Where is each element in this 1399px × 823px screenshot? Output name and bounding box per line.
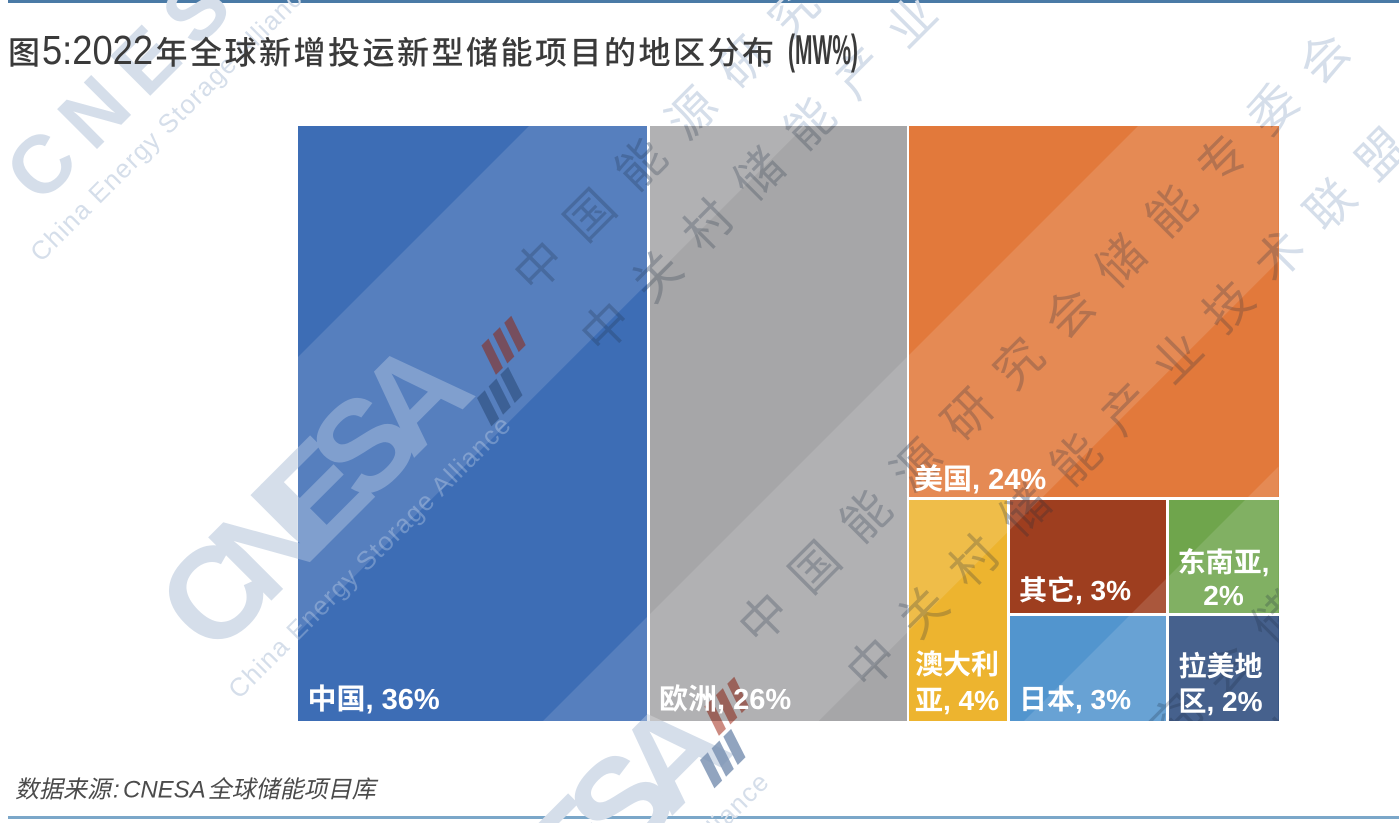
svg-text:, 2%: , 2% — [1207, 686, 1263, 717]
svg-text:,: , — [1262, 547, 1270, 578]
svg-text:, 3%: , 3% — [1075, 684, 1131, 715]
svg-text:5:2022: 5:2022 — [42, 27, 153, 73]
svg-text:, 26%: , 26% — [717, 684, 791, 716]
svg-text:2%: 2% — [1203, 580, 1244, 611]
svg-text:(MW%): (MW%) — [788, 26, 858, 73]
svg-text:, 24%: , 24% — [972, 464, 1046, 496]
svg-text:CNESA: CNESA — [123, 777, 206, 804]
svg-text::: : — [113, 777, 120, 804]
svg-text:, 4%: , 4% — [943, 685, 999, 716]
svg-text:, 3%: , 3% — [1075, 575, 1131, 606]
svg-text:, 36%: , 36% — [366, 684, 440, 716]
